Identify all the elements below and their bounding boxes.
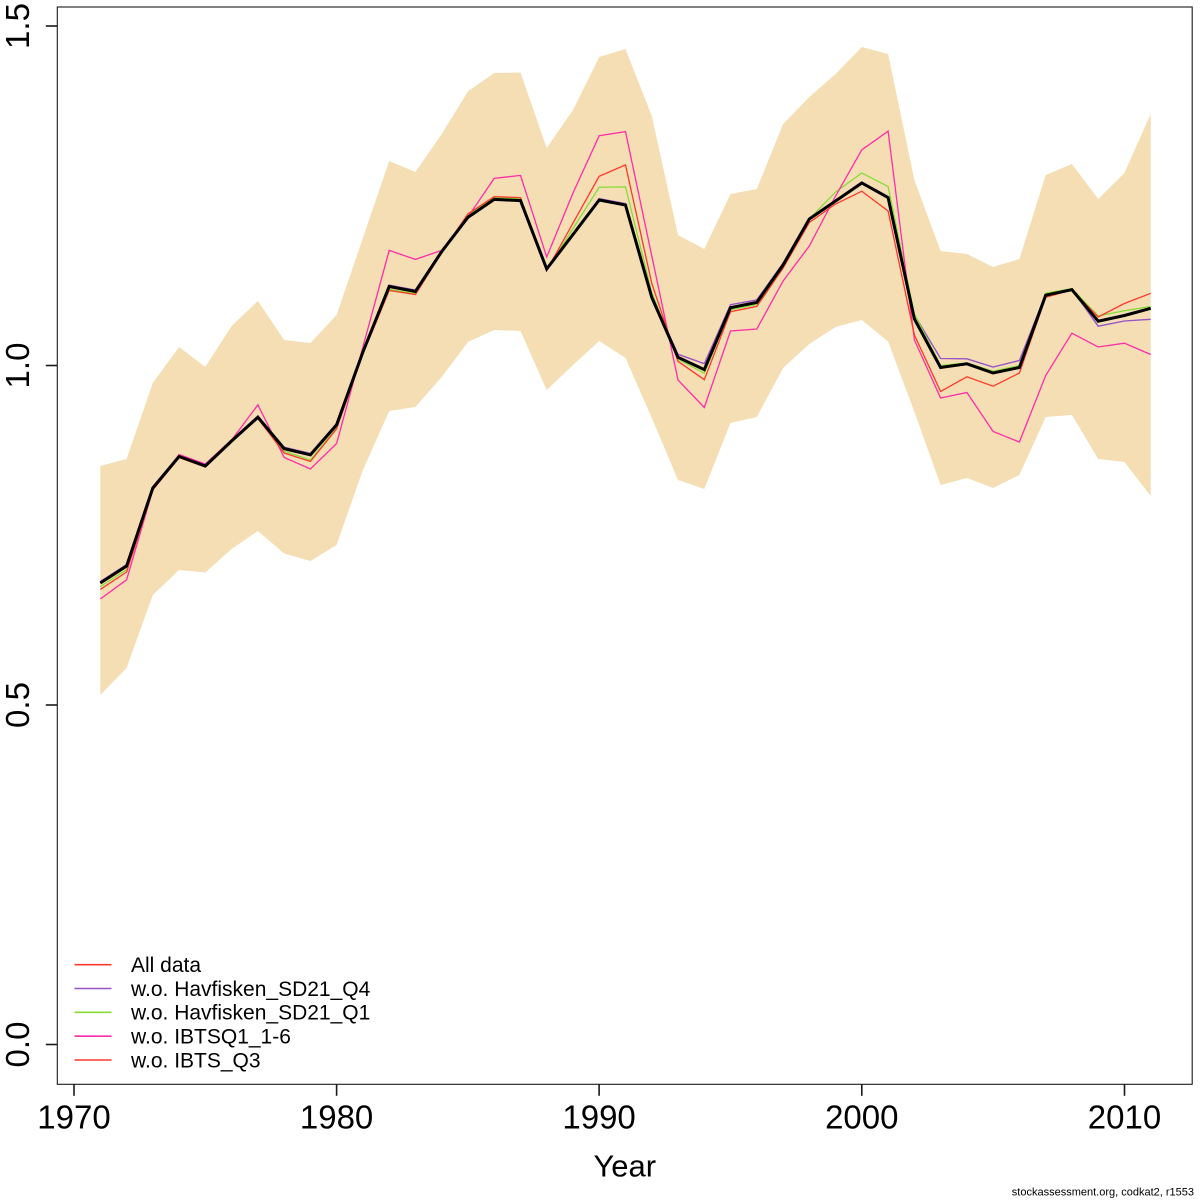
svg-text:1990: 1990 [562, 1099, 635, 1136]
svg-text:1.5: 1.5 [0, 3, 36, 49]
svg-text:stockassessment.org, codkat2,: stockassessment.org, codkat2, r1553 [1012, 1187, 1194, 1199]
svg-text:All data: All data [131, 954, 201, 977]
svg-text:w.o. Havfisken_SD21_Q4: w.o. Havfisken_SD21_Q4 [130, 978, 371, 1001]
svg-text:w.o. IBTS_Q3: w.o. IBTS_Q3 [130, 1049, 261, 1072]
svg-text:1980: 1980 [300, 1099, 373, 1136]
svg-text:2010: 2010 [1088, 1099, 1161, 1136]
svg-text:w.o. IBTSQ1_1-6: w.o. IBTSQ1_1-6 [130, 1026, 291, 1049]
svg-text:0.0: 0.0 [0, 1022, 36, 1068]
svg-text:2000: 2000 [825, 1099, 898, 1136]
svg-text:1970: 1970 [37, 1099, 110, 1136]
svg-text:w.o. Havfisken_SD21_Q1: w.o. Havfisken_SD21_Q1 [130, 1002, 370, 1025]
svg-text:1.0: 1.0 [0, 343, 36, 389]
svg-text:Year: Year [593, 1149, 656, 1184]
svg-text:0.5: 0.5 [0, 682, 36, 728]
